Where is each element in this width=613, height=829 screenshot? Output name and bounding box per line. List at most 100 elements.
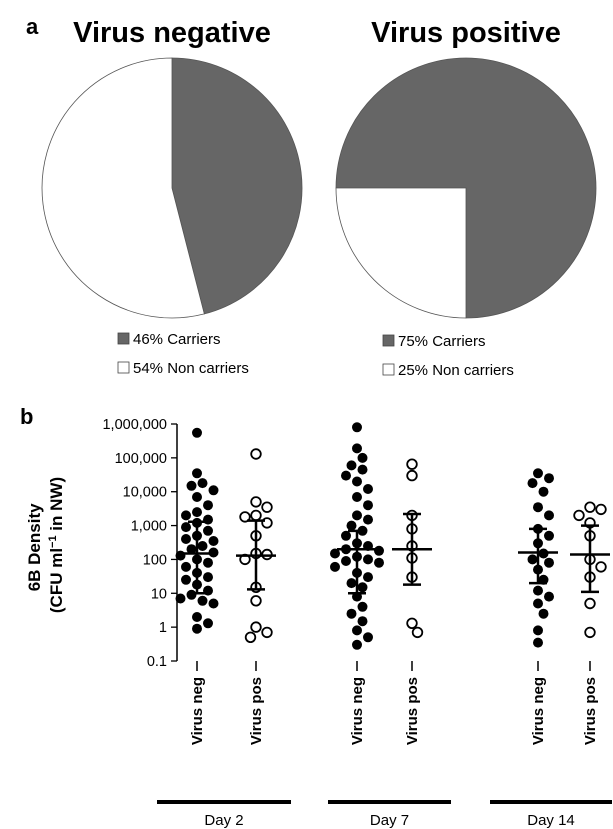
data-point-virus-neg [186, 589, 197, 600]
y-tick-label: 1 [159, 620, 167, 636]
data-point-virus-neg [175, 593, 186, 604]
pie-slice-carriers [335, 57, 597, 319]
data-point-virus-neg [181, 561, 191, 572]
y-tick-label: 1,000 [131, 519, 167, 535]
group-label: Day 14 [527, 812, 575, 829]
data-point-virus-pos [261, 501, 273, 513]
data-point-virus-neg [352, 422, 362, 433]
legend-label-carriers-pos: 75% Carriers [398, 333, 486, 350]
data-point-virus-pos [406, 458, 418, 470]
data-point-virus-neg [346, 578, 357, 589]
data-point-virus-neg [352, 476, 362, 487]
data-point-virus-neg [181, 522, 191, 533]
data-point-virus-neg [346, 520, 357, 531]
pie-virus-negative [41, 57, 303, 319]
data-point-virus-neg [538, 608, 549, 619]
y-axis-label-line2-pre: (CFU ml [47, 548, 66, 613]
data-point-virus-neg [363, 500, 373, 511]
legend-label-noncarriers-neg: 54% Non carriers [133, 360, 249, 377]
data-point-virus-neg [208, 598, 219, 609]
data-point-virus-neg [363, 572, 373, 583]
data-point-virus-neg [341, 530, 351, 541]
data-point-virus-neg [363, 632, 373, 643]
data-point-virus-neg [363, 484, 373, 494]
x-category-label: Virus neg [189, 677, 206, 745]
y-axis-label-line2-post: in NW) [47, 477, 66, 536]
data-point-virus-neg [544, 510, 554, 521]
x-category-label: Virus pos [248, 677, 265, 745]
y-tick-label: 100,000 [115, 451, 167, 467]
data-point-virus-neg [208, 485, 219, 496]
data-point-virus-pos [573, 509, 585, 522]
data-point-virus-neg [533, 585, 543, 596]
data-point-virus-neg [352, 443, 362, 454]
legend-label-carriers-neg: 46% Carriers [133, 331, 221, 348]
data-point-virus-neg [192, 612, 202, 622]
y-axis-label-sup: −1 [47, 535, 59, 548]
data-point-virus-pos [250, 509, 262, 522]
data-point-virus-pos [239, 511, 251, 523]
pie-title-virus-positive: Virus positive [371, 17, 561, 49]
group-label: Day 2 [204, 812, 243, 829]
legend-swatch-carriers-neg [117, 332, 130, 345]
y-tick-label: 1,000,000 [102, 417, 167, 433]
data-point-virus-neg [544, 530, 554, 541]
y-tick-label: 100 [143, 552, 167, 568]
data-point-virus-pos [584, 626, 596, 639]
data-point-virus-pos [411, 626, 424, 639]
data-point-virus-neg [197, 595, 208, 606]
data-point-virus-neg [192, 427, 202, 438]
x-category-label: Virus neg [349, 677, 366, 745]
data-point-virus-neg [357, 452, 368, 463]
data-point-virus-neg [186, 480, 197, 491]
data-point-virus-neg [352, 639, 362, 650]
pie-virus-positive [335, 57, 597, 319]
data-point-virus-neg [363, 514, 373, 525]
data-point-virus-pos [250, 448, 262, 460]
y-axis-label-line2: (CFU ml−1 in NW) [47, 477, 66, 613]
y-tick-label: 10,000 [123, 485, 167, 501]
y-axis: 1,000,000 100,000 10,000 1,000 100 10 1 0.1 [102, 417, 178, 670]
data-point-virus-neg [533, 468, 543, 479]
data-point-virus-neg [533, 502, 543, 513]
data-point-virus-neg [357, 464, 368, 475]
group-label: Day 7 [370, 812, 409, 829]
data-point-virus-neg [186, 544, 197, 555]
data-point-virus-neg [352, 492, 362, 502]
data-point-virus-neg [341, 556, 351, 566]
data-point-virus-neg [192, 492, 202, 502]
data-point-virus-neg [363, 554, 373, 565]
pie-slice-carriers [171, 57, 303, 315]
data-point-virus-neg [533, 598, 543, 609]
data-point-virus-neg [175, 550, 186, 561]
data-point-virus-neg [544, 557, 554, 568]
legend-swatch-noncarriers-pos [382, 363, 395, 376]
pie-title-virus-negative: Virus negative [73, 17, 271, 49]
data-point-virus-neg [203, 572, 213, 583]
data-point-virus-neg [357, 582, 368, 593]
data-point-virus-neg [352, 510, 362, 521]
data-point-virus-neg [544, 591, 554, 602]
data-point-virus-neg [192, 468, 202, 479]
data-point-virus-neg [544, 473, 554, 484]
data-point-virus-neg [181, 534, 191, 544]
legend-label-noncarriers-pos: 25% Non carriers [398, 362, 514, 379]
data-point-virus-neg [208, 536, 219, 546]
data-point-virus-neg [192, 623, 202, 634]
data-point-virus-neg [374, 545, 384, 556]
y-tick-label: 0.1 [147, 654, 167, 670]
data-point-virus-neg [357, 616, 368, 627]
data-point-virus-pos [595, 503, 607, 516]
data-point-virus-pos [250, 621, 262, 633]
pie-slice-non-carriers [335, 187, 467, 319]
data-point-virus-neg [330, 561, 340, 572]
panel-b-letter: b [20, 404, 33, 429]
panel-a-letter: a [26, 14, 39, 39]
data-point-virus-neg [197, 541, 208, 551]
data-point-virus-neg [533, 625, 543, 636]
data-point-virus-neg [346, 460, 357, 471]
y-tick-label: 10 [151, 586, 167, 602]
data-point-virus-neg [357, 601, 368, 612]
x-category-labels: Virus neg Virus pos Virus neg Virus pos Viru… [189, 661, 599, 745]
